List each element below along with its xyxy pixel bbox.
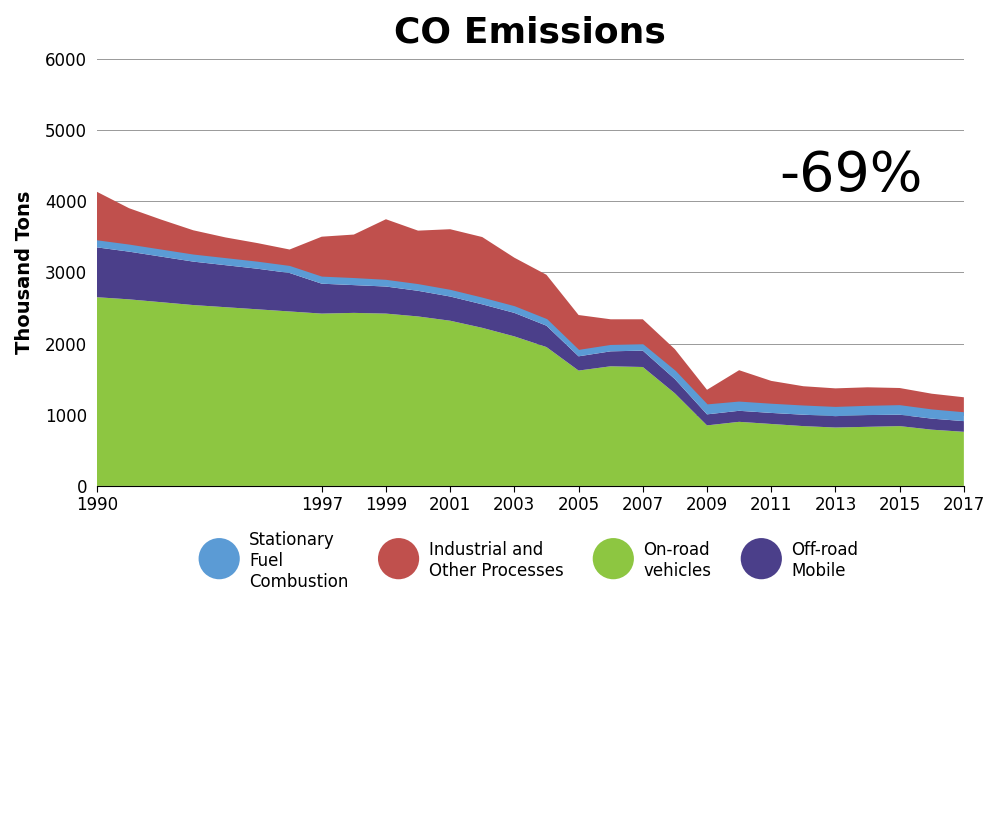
Title: CO Emissions: CO Emissions	[394, 15, 666, 49]
Legend: Stationary
Fuel
Combustion, Industrial and
Other Processes, On-road
vehicles, Of: Stationary Fuel Combustion, Industrial a…	[196, 524, 865, 597]
Y-axis label: Thousand Tons: Thousand Tons	[15, 191, 34, 354]
Text: -69%: -69%	[780, 149, 923, 203]
